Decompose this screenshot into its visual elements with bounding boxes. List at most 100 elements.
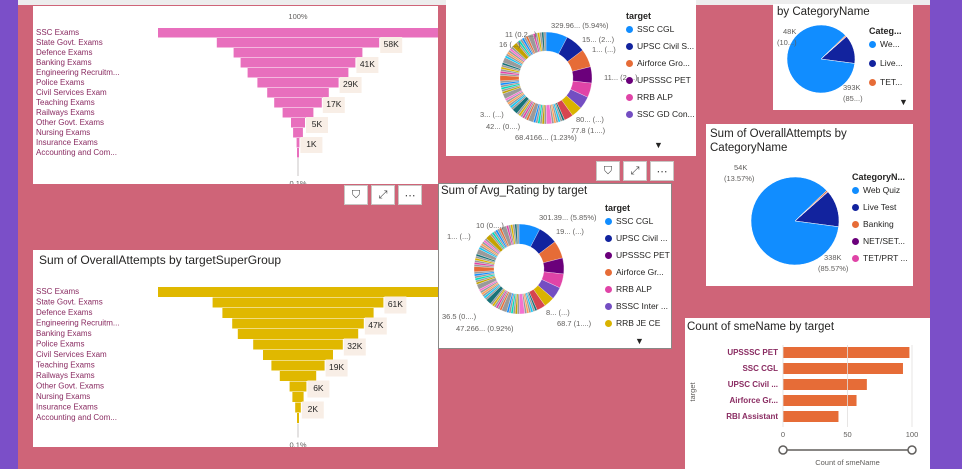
funnel-bar[interactable] [257,78,339,88]
legend-item[interactable]: SSC GD Con... [626,109,695,119]
legend-item[interactable]: BSSC Inter ... [605,301,668,311]
funnel-bottom-label: 0.1% [289,441,306,448]
bar-category-label: RBI Assistant [726,412,778,421]
legend-item[interactable]: Live Test [852,202,896,212]
funnel-category-label: State Govt. Exams [36,38,103,47]
funnel-bar[interactable] [274,98,322,108]
legend-label: Live... [880,58,903,68]
funnel-bar[interactable] [216,38,380,48]
funnel-bar[interactable] [289,381,307,392]
legend-item[interactable]: RRB ALP [605,284,652,294]
funnel-chart-2[interactable]: Sum of OverallAttempts by targetSuperGro… [33,250,438,447]
legend-item[interactable]: UPSSSC PET [626,75,691,85]
bar-chart[interactable]: Count of smeName by target target UPSSSC … [685,318,930,469]
legend-item[interactable]: RRB JE CE [605,318,660,328]
funnel-bar[interactable] [295,402,301,413]
funnel-bar[interactable] [222,308,374,318]
legend-item[interactable]: TET/PRT ... [852,253,908,263]
funnel-category-label: Defence Exams [36,48,92,57]
legend-item[interactable]: Airforce Gr... [605,267,664,277]
legend-scroll-down-icon[interactable]: ▼ [654,140,663,150]
funnel-value-bg [380,37,403,53]
funnel-bar[interactable] [212,297,384,308]
funnel-bar[interactable] [296,138,300,148]
funnel-category-label: Accounting and Com... [36,148,117,157]
legend-label: UPSC Civil S... [637,41,695,51]
bar[interactable] [783,363,903,374]
donut-data-label: 68.4166... (1.23%) [515,133,577,142]
bar[interactable] [783,347,910,358]
legend-item[interactable]: UPSC Civil S... [626,41,694,51]
donut-data-label: 8... (...) [546,308,570,317]
donut-data-label: 10 (0....) [476,221,504,230]
legend-item[interactable]: NET/SET... [852,236,905,246]
funnel-bar[interactable] [291,118,305,128]
legend-item[interactable]: Banking [852,219,894,229]
donut-data-label: 19... (...) [556,227,584,236]
funnel-bar[interactable] [292,392,304,402]
pie-slice[interactable] [750,176,839,266]
donut-chart-2[interactable]: Sum of Avg_Rating by target 10 (0....) 1.… [438,183,672,349]
filter-icon[interactable]: ⛉ [344,185,368,205]
funnel-value-label: 29K [343,79,358,89]
slider-handle-right[interactable] [907,445,917,455]
pie-big-title: Sum of OverallAttempts by CategoryName [710,128,847,154]
funnel-bar[interactable] [293,128,303,138]
more-options-icon[interactable]: ⋯ [650,161,674,181]
legend-item[interactable]: Live... [869,58,903,68]
funnel-bar[interactable] [247,68,349,78]
pie-slice[interactable] [820,35,847,60]
legend-dot-icon [852,220,859,228]
more-options-icon[interactable]: ⋯ [398,185,422,205]
funnel-bar[interactable] [158,287,438,297]
legend-item[interactable]: SSC CGL [626,24,674,34]
funnel-bar[interactable] [158,28,438,38]
funnel-value-label: 17K [326,99,341,109]
focus-mode-icon[interactable]: ⤢ [623,161,647,181]
legend-dot-icon [626,59,633,67]
legend-scroll-down-icon[interactable]: ▼ [635,336,644,346]
funnel-top-label: 100% [288,12,308,21]
legend-dot-icon [626,76,633,84]
donut-slice[interactable] [516,223,520,245]
legend-item[interactable]: RRB ALP [626,92,673,102]
pie-chart-small[interactable]: by CategoryName 48K (10...) 393K (85...) Ca… [773,4,913,110]
donut-slice[interactable] [543,31,547,52]
funnel-bar[interactable] [253,339,343,350]
focus-mode-icon[interactable]: ⤢ [371,185,395,205]
pie-slice[interactable] [794,191,829,222]
legend-item[interactable]: UPSSSC PET [605,250,670,260]
legend-item[interactable]: SSC CGL [605,216,653,226]
pie-chart-big[interactable]: Sum of OverallAttempts by CategoryName 5… [706,124,913,286]
filter-icon[interactable]: ⛉ [596,161,620,181]
funnel-value-bg [325,359,348,377]
legend-scroll-down-icon[interactable]: ▼ [899,97,908,107]
funnel-bar[interactable] [240,58,356,68]
funnel-bar[interactable] [267,88,329,98]
funnel-bar[interactable] [282,108,314,118]
donut-chart-1[interactable]: 329.96... (5.94%) 15... (2...) 1... (...) 1… [446,0,696,156]
funnel-bar[interactable] [279,371,317,381]
slider-handle-left[interactable] [778,445,788,455]
bar[interactable] [783,395,857,406]
pie-slice[interactable] [786,24,855,94]
funnel-category-label: Engineering Recruitm... [36,68,120,77]
funnel-bar[interactable] [233,48,363,58]
bar[interactable] [783,379,867,390]
legend-item[interactable]: UPSC Civil ... [605,233,667,243]
legend-item[interactable]: Web Quiz [852,185,900,195]
legend-item[interactable]: We... [869,39,900,49]
funnel-bar[interactable] [263,350,333,360]
legend-item[interactable]: Airforce Gro... [626,58,690,68]
funnel-bar[interactable] [232,318,364,329]
legend-item[interactable]: TET... [869,77,902,87]
funnel-chart-1[interactable]: 100% SSC Exams State Govt. Exams 58K Defence… [33,6,438,184]
funnel-bar[interactable] [271,360,325,371]
donut-data-label: 1... (...) [447,232,471,241]
funnel-bar[interactable] [297,148,299,158]
bar[interactable] [783,411,839,422]
visual-toolbar-funnel2: ⛉ ⤢ ⋯ [344,185,422,205]
funnel-bar[interactable] [237,329,359,339]
legend-label: RRB JE CE [616,318,661,328]
funnel-bar[interactable] [297,413,299,423]
